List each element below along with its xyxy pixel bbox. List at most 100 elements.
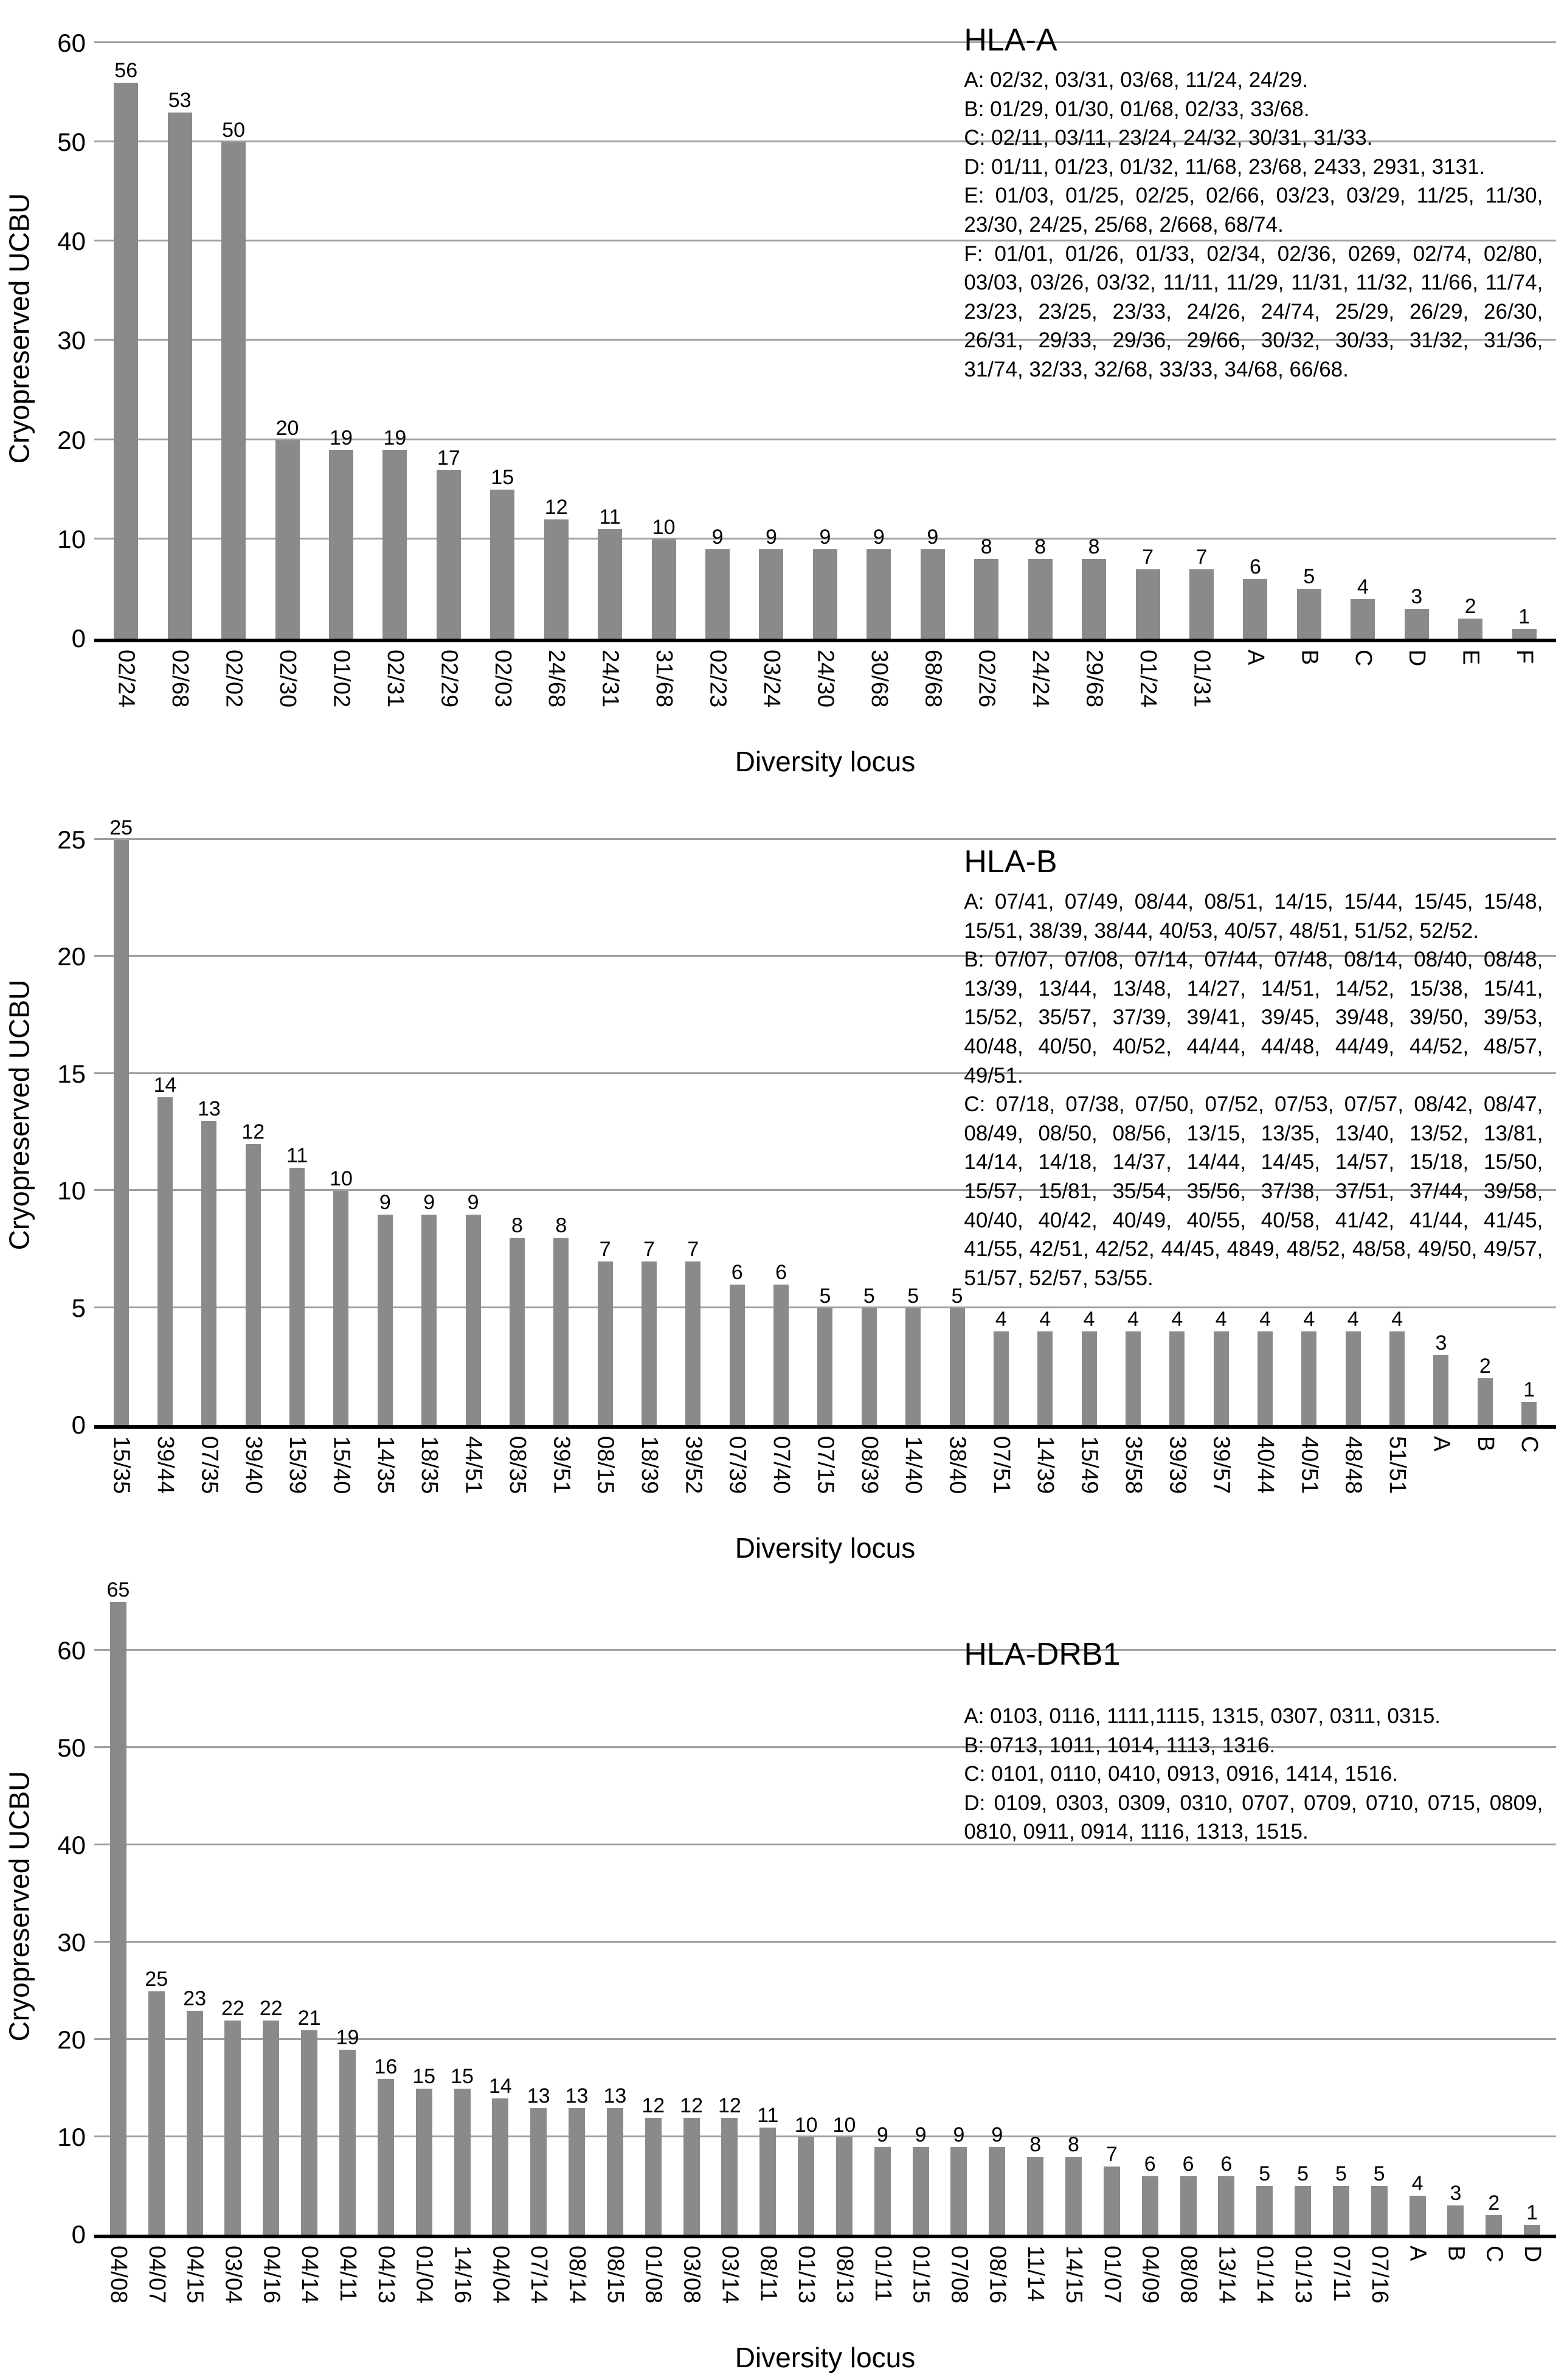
y-tick-label: 30 [57,1928,86,1957]
x-tick-cell: 02/23 [691,650,744,743]
bar [729,1285,745,1425]
bar-value-label: 4 [1391,1308,1403,1331]
bar-value-label: 6 [1220,2153,1233,2176]
bar [1351,598,1375,639]
x-tick-cell: 14/16 [443,2246,482,2339]
bar-cell: 21 [290,2006,328,2235]
bar-cell: 14 [481,2074,519,2235]
bar-value-label: 19 [336,2026,359,2049]
bar-value-label: 12 [680,2094,703,2117]
bar-cell: 5 [1284,2162,1322,2235]
bar-cell: 8 [539,1213,583,1425]
y-axis-title: Cryopreserved UCBU [0,18,38,639]
bar-value-label: 1 [1526,2201,1538,2224]
x-tick-cell: 14/35 [363,1436,407,1529]
bar-cell: 2 [1463,1354,1507,1425]
x-tick-label: A [1405,2246,1431,2261]
bar-value-label: 4 [1171,1308,1183,1331]
bar [1296,589,1321,639]
bar-cell: 4 [979,1307,1023,1425]
x-tick-label: A [1242,650,1268,665]
annotation-line: C: 07/18, 07/38, 07/50, 07/52, 07/53, 07… [964,1092,1543,1290]
x-tick-label: 08/35 [504,1436,530,1494]
x-tick-cell: 08/15 [583,1436,627,1529]
x-axis-ticks: 02/24 02/68 02/02 02/30 01/02 02/31 02/29 02/03… [94,642,1556,743]
bar-value-label: 25 [145,1968,168,1991]
x-tick-cell: 01/11 [863,2246,902,2339]
x-tick-cell: 15/49 [1067,1436,1111,1529]
bar-value-label: 13 [527,2084,550,2108]
gridline [94,141,1556,142]
chart-hla-a: Cryopreserved UCBU 0 10 20 30 40 50 60 56 53 50 2… [0,0,1567,784]
bar [920,549,945,639]
bar-cell: 5 [803,1284,847,1425]
x-tick-cell: 07/14 [519,2246,558,2339]
x-tick-label: 07/11 [1328,2246,1354,2302]
bar-cell: 4 [1111,1307,1155,1425]
bar-cell: 9 [798,525,852,639]
bar-cell: 22 [214,1996,252,2235]
x-tick-cell: 14/39 [1023,1436,1067,1529]
x-tick-label: 15/39 [285,1436,311,1494]
x-tick-label: 02/03 [489,650,516,708]
x-tick-cell: 29/68 [1067,650,1121,743]
bar-cell: 13 [187,1097,231,1425]
x-tick-label: 02/24 [113,650,139,708]
chart-hla-b: Cryopreserved UCBU 0 5 10 15 20 25 25 14 13 12 11… [0,784,1567,1570]
bar [263,2021,280,2235]
bar-cell: 13 [558,2084,596,2235]
gridline [94,1306,1556,1308]
x-tick-label: D [1404,650,1430,667]
annotation-line: C: 0101, 0110, 0410, 0913, 0916, 1414, 1… [964,1762,1398,1786]
bar-cell: 1 [1513,2201,1551,2235]
bar-cell: 12 [711,2094,749,2235]
bar-cell: 13 [519,2084,558,2235]
x-tick-label: 51/51 [1385,1436,1411,1494]
bar-value-label: 9 [873,526,885,549]
plot-wrapper: 0 10 20 30 40 50 60 56 53 50 20 19 19 17 15 12 11 10 9 9 9 9… [38,0,1567,653]
x-tick-cell: 02/03 [476,650,529,743]
bar [1301,1331,1317,1425]
y-tick-label: 60 [57,28,86,57]
bar [835,2137,853,2235]
x-tick-label: 02/68 [167,650,193,708]
bar [333,1191,349,1425]
x-tick-label: B [1472,1436,1498,1452]
x-tick-label: C [1350,650,1376,667]
bar-value-label: 12 [718,2094,741,2117]
x-tick-label: 01/31 [1189,650,1215,708]
x-tick-cell: 02/29 [422,650,476,743]
x-tick-label: 02/31 [382,650,408,708]
bar [1189,569,1214,639]
x-tick-label: 07/15 [812,1436,839,1494]
x-tick-cell: 03/04 [214,2246,252,2339]
bar [221,142,246,639]
bar-cell: 50 [207,118,260,639]
bar-cell: 5 [1282,564,1336,639]
x-tick-cell: A [1399,2246,1437,2339]
bar-value-label: 22 [221,1997,244,2020]
x-tick-label: 08/15 [602,2246,628,2304]
bar-value-label: 13 [603,2084,627,2108]
gridline [94,1189,1556,1192]
x-tick-label: E [1458,650,1484,665]
bar-value-label: 6 [1144,2153,1156,2176]
x-tick-cell: 04/08 [99,2246,137,2339]
bar-cell: 11 [275,1143,319,1425]
bar [109,1602,126,2235]
y-tick-label: 60 [57,1636,86,1665]
x-tick-cell: A [1228,650,1282,743]
bar-cell: 56 [99,58,153,639]
bar [597,1261,613,1425]
bar-value-label: 9 [927,526,939,549]
bar-value-label: 1 [1518,605,1531,628]
bar [415,2089,432,2235]
bar [1169,1331,1185,1425]
bar-value-label: 9 [467,1190,479,1214]
x-tick-label: 08/08 [1175,2246,1202,2304]
bar-value-label: 8 [555,1214,567,1238]
bar-value-label: 4 [1357,575,1369,598]
x-tick-label: 15/40 [328,1436,355,1494]
y-tick-label: 20 [57,2025,86,2054]
bar-value-label: 9 [711,526,724,549]
